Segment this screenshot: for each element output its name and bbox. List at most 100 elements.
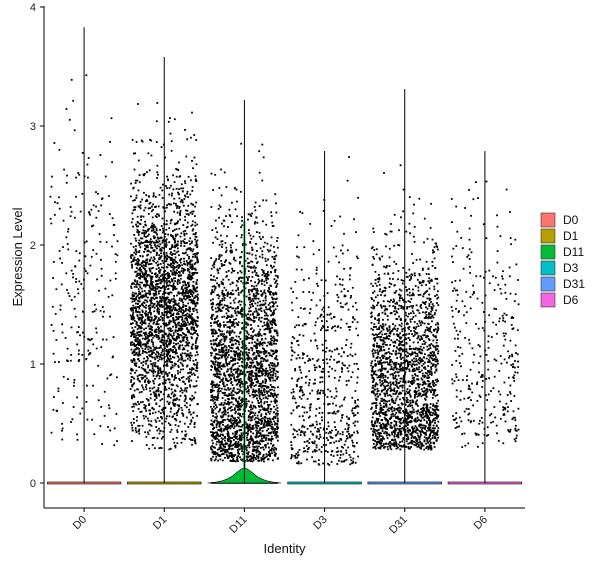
data-point xyxy=(149,283,152,286)
data-point xyxy=(175,168,177,170)
data-point xyxy=(187,309,190,312)
data-point xyxy=(138,430,140,433)
data-point xyxy=(240,300,243,303)
data-point xyxy=(168,359,171,362)
data-point xyxy=(211,382,213,384)
data-point xyxy=(190,369,193,371)
data-point xyxy=(211,352,213,355)
data-point xyxy=(195,283,198,285)
data-point xyxy=(166,352,169,355)
data-point xyxy=(275,285,278,287)
data-point xyxy=(184,434,186,437)
data-point xyxy=(269,369,272,371)
data-point xyxy=(144,343,147,345)
data-point xyxy=(137,189,140,192)
data-point xyxy=(190,318,193,320)
data-point xyxy=(139,277,141,280)
data-point xyxy=(220,254,223,257)
data-point xyxy=(133,336,136,338)
data-point xyxy=(169,281,171,284)
data-point xyxy=(182,301,184,304)
data-point xyxy=(165,324,168,327)
data-point xyxy=(185,433,188,436)
data-point xyxy=(154,206,156,208)
data-point xyxy=(142,226,145,228)
data-point xyxy=(221,316,224,318)
data-point xyxy=(131,429,134,432)
data-point xyxy=(220,387,223,390)
data-point xyxy=(256,397,258,400)
data-point xyxy=(230,314,233,317)
data-point xyxy=(269,389,272,391)
data-point xyxy=(132,316,135,318)
data-point xyxy=(91,418,93,421)
data-point xyxy=(267,439,270,441)
data-point xyxy=(273,420,276,423)
data-point xyxy=(261,250,264,253)
data-point xyxy=(179,213,181,215)
data-point xyxy=(165,323,168,326)
data-point xyxy=(146,235,149,237)
data-point xyxy=(157,367,159,370)
data-point xyxy=(192,319,195,322)
data-point xyxy=(213,275,215,278)
data-point xyxy=(250,386,253,389)
data-point xyxy=(109,315,111,318)
data-point xyxy=(192,359,195,362)
data-point xyxy=(274,308,277,311)
data-point xyxy=(237,375,240,377)
data-point xyxy=(135,322,138,325)
data-point xyxy=(84,255,87,258)
data-point xyxy=(185,324,188,327)
data-point xyxy=(224,413,227,416)
data-point xyxy=(246,335,248,338)
data-point xyxy=(183,323,185,325)
data-point xyxy=(264,374,267,377)
data-point xyxy=(192,248,195,251)
data-point xyxy=(168,256,170,258)
data-point xyxy=(172,282,175,285)
data-point xyxy=(178,193,180,196)
data-point xyxy=(100,346,103,349)
data-point xyxy=(147,325,150,328)
data-point xyxy=(273,392,276,395)
data-point xyxy=(103,390,106,393)
data-point xyxy=(172,399,175,402)
data-point xyxy=(222,448,225,451)
data-point xyxy=(252,335,254,338)
data-point xyxy=(176,283,179,286)
data-point xyxy=(260,360,262,363)
data-point xyxy=(188,268,190,271)
data-point xyxy=(219,354,222,357)
data-point xyxy=(189,193,192,196)
data-point xyxy=(189,263,192,266)
data-point xyxy=(149,287,152,290)
data-point xyxy=(150,331,152,334)
data-point xyxy=(211,332,213,335)
data-point xyxy=(144,206,147,209)
data-point xyxy=(138,424,141,427)
data-point xyxy=(252,305,254,308)
data-point xyxy=(246,458,248,461)
data-point xyxy=(158,394,161,397)
data-point xyxy=(190,248,192,250)
data-point xyxy=(274,258,276,261)
data-point xyxy=(271,447,273,450)
data-point xyxy=(234,311,237,314)
data-point xyxy=(184,344,187,347)
data-point xyxy=(166,296,168,299)
data-point xyxy=(167,299,170,301)
data-point xyxy=(194,269,197,271)
data-point xyxy=(233,427,235,430)
data-point xyxy=(229,420,232,422)
data-point xyxy=(168,387,170,390)
data-point xyxy=(133,317,135,320)
data-point xyxy=(144,336,147,338)
data-point xyxy=(231,201,233,204)
data-point xyxy=(141,386,144,389)
data-point xyxy=(232,324,235,327)
data-point xyxy=(212,241,214,244)
data-point xyxy=(132,311,135,314)
data-point xyxy=(260,404,263,407)
data-point xyxy=(150,369,153,372)
